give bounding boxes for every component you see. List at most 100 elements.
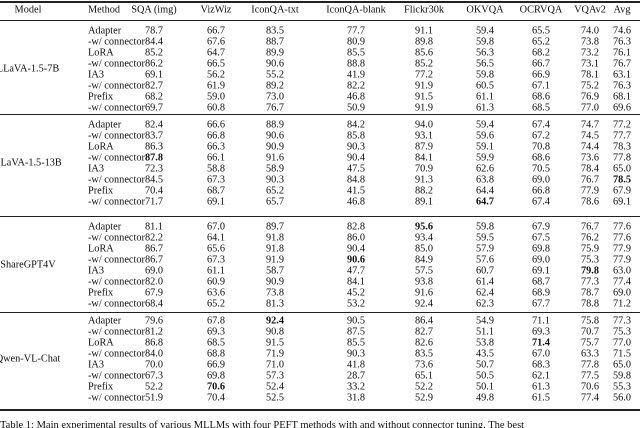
table-cell: 68.2 [144,91,164,103]
table-cell: 52.4 [265,381,285,393]
table-cell: 70.7 [580,326,600,338]
table-cell: 77.4 [580,392,600,404]
table-cell: 68.1 [612,91,632,103]
table-cell: 70.9 [414,163,434,175]
table-cell: 65.5 [531,25,551,37]
table-cell: 61.5 [531,392,551,404]
table-cell: 85.5 [346,337,366,349]
table-rule [0,312,640,314]
method-name: LoRA [88,337,114,349]
table-cell: 90.9 [265,141,285,153]
table-cell: 77.3 [580,276,600,288]
table-cell: 74.4 [580,141,600,153]
table-cell: 74.7 [580,119,600,131]
table-cell: 69.0 [612,287,632,299]
table-cell: 73.2 [580,47,600,59]
table-cell: 65.0 [612,359,632,371]
table-cell: 45.2 [346,287,366,299]
table-cell: 84.8 [346,174,366,186]
table-cell: 92.4 [265,315,285,327]
table-cell: 57.5 [414,265,434,277]
table-cell: 70.6 [580,381,600,393]
table-cell: 69.0 [144,265,164,277]
table-cell: 85.5 [346,47,366,59]
table-cell: 76.3 [612,80,632,92]
table-cell: 55.2 [265,69,285,81]
table-cell: 70.8 [531,141,551,153]
table-cell: 85.2 [144,47,164,59]
table-cell: 59.8 [475,221,495,233]
table-cell: 67.3 [206,254,226,266]
column-header: VizWiz [200,4,232,16]
table-cell: 89.7 [265,221,285,233]
table-cell: 61.1 [475,91,495,103]
method-name: IA3 [88,265,105,277]
method-name: -w/ connector [88,348,145,360]
table-cell: 73.8 [265,287,285,299]
table-cell: 78.8 [580,298,600,310]
table-cell: 59.8 [475,36,495,48]
model-name: Qwen-VL-Chat [0,353,61,365]
table-cell: 68.9 [531,287,551,299]
table-cell: 59.8 [612,370,632,382]
table-cell: 86.2 [144,58,164,70]
method-name: Prefix [88,91,114,103]
table-cell: 62.4 [475,287,495,299]
table-cell: 59.4 [475,25,495,37]
table-cell: 63.1 [612,69,632,81]
table-cell: 79.8 [580,265,600,277]
table-cell: 65.2 [265,185,285,197]
table-cell: 41.9 [346,69,366,81]
table-rule [0,1,640,3]
column-header: VQAv2 [574,4,606,16]
table-cell: 60.9 [206,276,226,288]
table-cell: 68.6 [531,152,551,164]
table-cell: 73.8 [580,36,600,48]
table-cell: 93.4 [414,232,434,244]
table-cell: 49.8 [475,392,495,404]
table-cell: 85.6 [414,47,434,59]
table-cell: 82.0 [144,276,164,288]
table-cell: 68.5 [531,102,551,114]
table-cell: 73.6 [580,152,600,164]
table-cell: 84.5 [144,174,164,186]
method-name: -w/ connector [88,370,145,382]
table-cell: 90.3 [265,174,285,186]
table-rule [0,20,640,21]
method-name: -w/ connector [88,254,145,266]
table-cell: 62.6 [475,163,495,175]
table-cell: 46.8 [346,91,366,103]
table-cell: 78.1 [580,69,600,81]
table-cell: 78.5 [612,174,632,186]
table-cell: 65.6 [206,243,226,255]
table-cell: 62.1 [531,370,551,382]
table-cell: 52.2 [414,381,434,393]
table-cell: 88.7 [265,36,285,48]
table-cell: 91.5 [265,337,285,349]
table-cell: 64.7 [475,196,495,208]
table-cell: 77.9 [612,243,632,255]
method-name: Prefix [88,287,114,299]
table-cell: 76.7 [580,174,600,186]
table-cell: 89.2 [265,80,285,92]
table-cell: 77.8 [580,359,600,371]
table-cell: 63.6 [206,287,226,299]
table-cell: 89.8 [414,36,434,48]
table-cell: 82.6 [414,337,434,349]
table-cell: 69.1 [144,69,164,81]
table-cell: 90.8 [265,326,285,338]
table-cell: 69.0 [531,174,551,186]
table-cell: 77.9 [612,254,632,266]
table-cell: 91.9 [414,102,434,114]
table-cell: 68.7 [206,185,226,197]
table-cell: 84.0 [144,348,164,360]
table-cell: 84.1 [414,152,434,164]
table-cell: 31.8 [346,392,366,404]
table-cell: 86.7 [144,243,164,255]
table-cell: 67.2 [531,130,551,142]
table-cell: 91.1 [414,25,434,37]
table-cell: 86.3 [144,141,164,153]
table-cell: 67.9 [531,221,551,233]
table-cell: 76.9 [580,91,600,103]
